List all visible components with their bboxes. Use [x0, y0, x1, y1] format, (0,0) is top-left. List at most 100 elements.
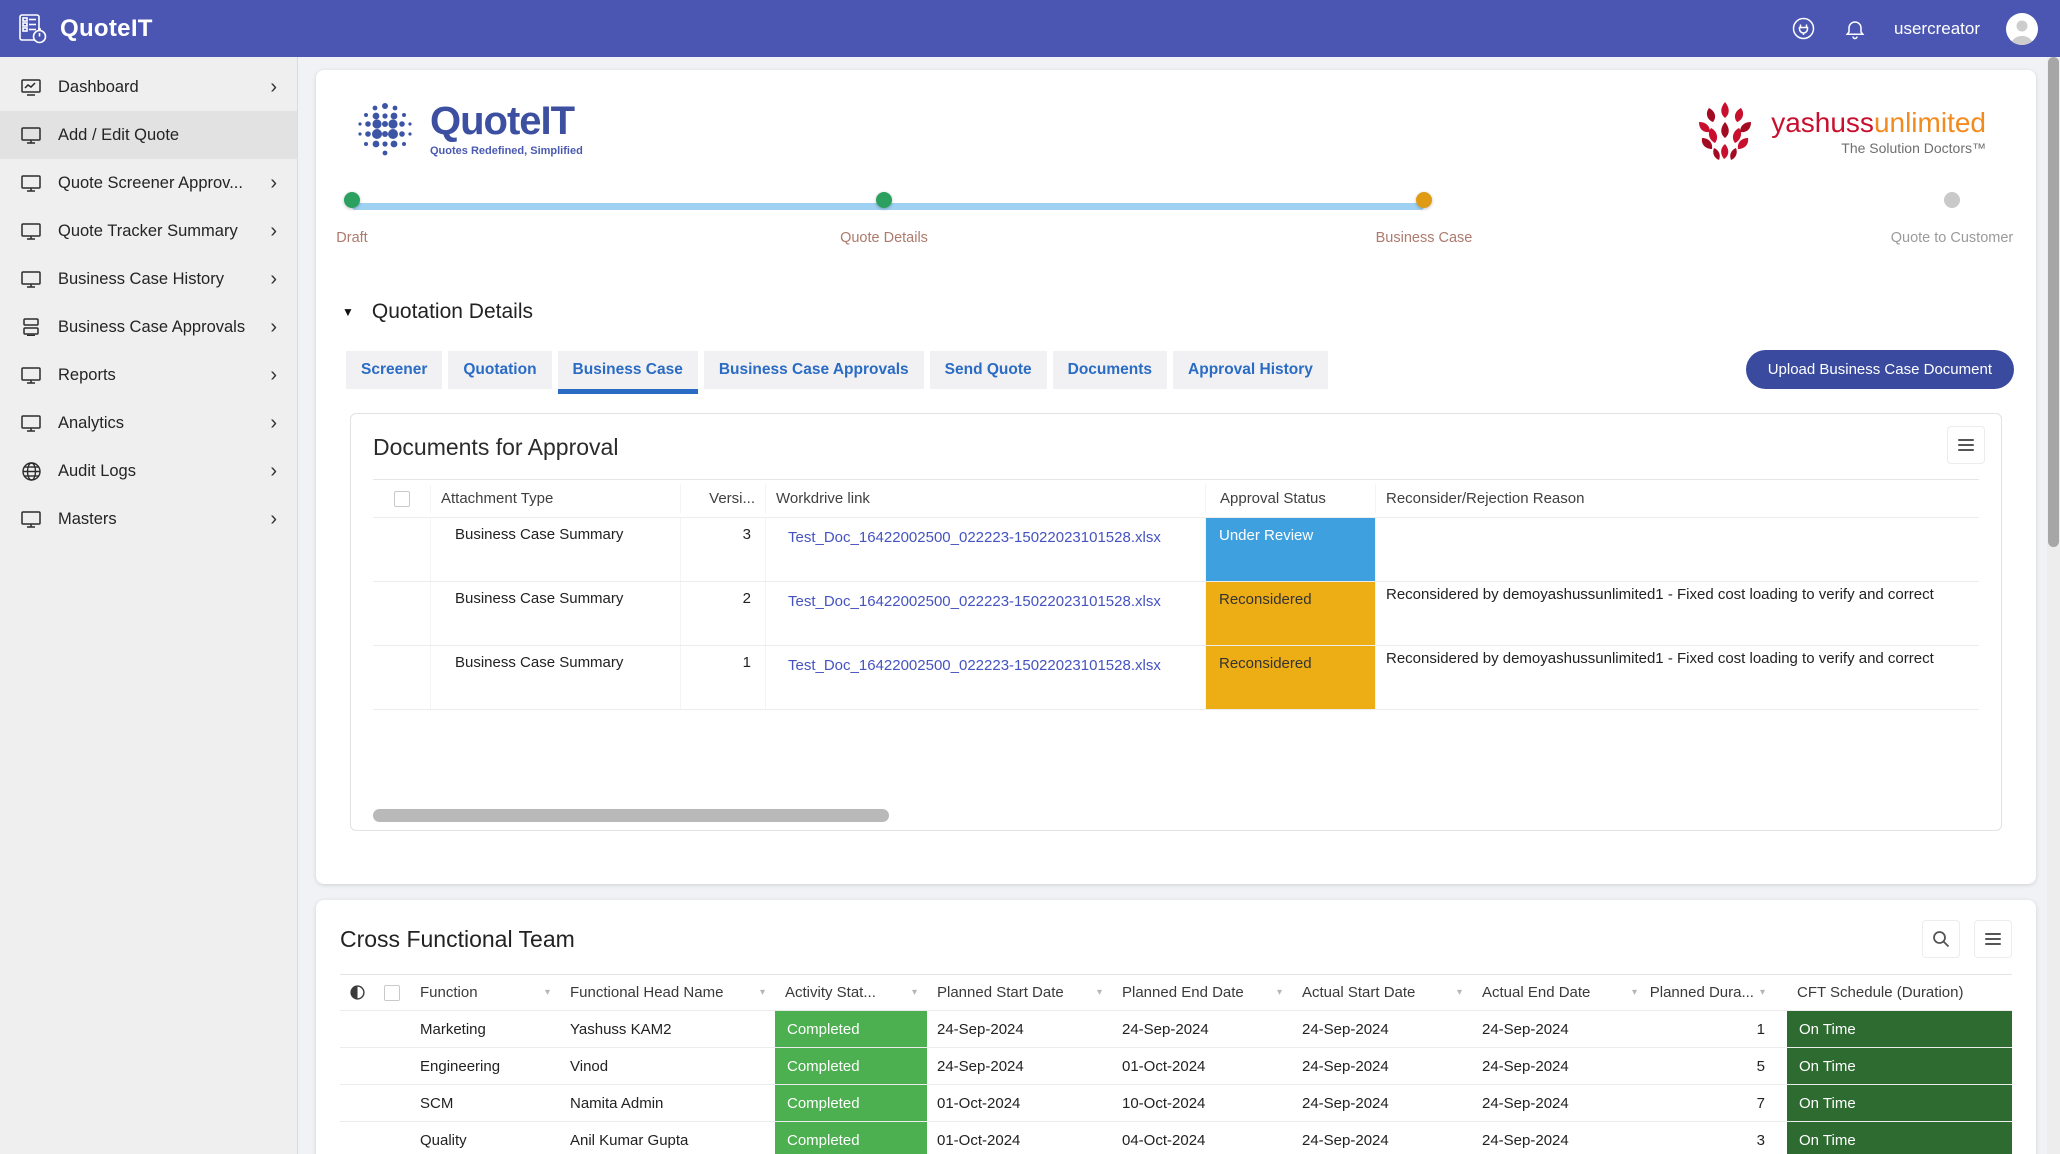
- tabs-row: Screener Quotation Business Case Busines…: [346, 350, 2016, 394]
- sidebar-item-quote-screener-approvals[interactable]: Quote Screener Approv... ›: [0, 159, 297, 207]
- tab-business-case-approvals[interactable]: Business Case Approvals: [703, 350, 924, 389]
- tab-screener[interactable]: Screener: [346, 350, 443, 389]
- sidebar-item-analytics[interactable]: Analytics ›: [0, 399, 297, 447]
- col-actual-end-date[interactable]: Actual End Date ▾: [1472, 975, 1647, 1010]
- row-select-cell: [374, 1011, 410, 1047]
- page-scrollbar-thumb[interactable]: [2048, 57, 2059, 547]
- sort-caret-icon[interactable]: ▾: [544, 987, 550, 998]
- chevron-right-icon: ›: [270, 316, 277, 338]
- chevron-right-icon: ›: [270, 460, 277, 482]
- sort-caret-icon[interactable]: ▾: [1759, 987, 1765, 998]
- actual-start-cell: 24-Sep-2024: [1302, 1057, 1389, 1075]
- col-planned-duration[interactable]: Planned Dura... ▾: [1647, 975, 1787, 1010]
- planned-start-cell: 24-Sep-2024: [937, 1057, 1024, 1075]
- tab-documents[interactable]: Documents: [1052, 350, 1168, 389]
- monitor-icon: [20, 222, 42, 240]
- quoteit-dots-icon: [352, 96, 418, 162]
- reason-cell: Reconsidered by demoyashussunlimited1 - …: [1386, 650, 1934, 667]
- function-cell: Quality: [420, 1131, 467, 1149]
- sidebar-item-label: Business Case History: [58, 269, 224, 288]
- partner-logo-name: yashussunlimited: [1771, 107, 1986, 139]
- col-functional-head-name[interactable]: Functional Head Name ▾: [560, 975, 775, 1010]
- step-dot: [344, 192, 360, 208]
- sidebar-item-quote-tracker-summary[interactable]: Quote Tracker Summary ›: [0, 207, 297, 255]
- sidebar-item-label: Business Case Approvals: [58, 317, 246, 336]
- hamburger-icon: [1985, 933, 2001, 945]
- horizontal-scrollbar: [373, 809, 1979, 822]
- chevron-right-icon: ›: [270, 412, 277, 434]
- sidebar-item-masters[interactable]: Masters ›: [0, 495, 297, 543]
- tab-quotation[interactable]: Quotation: [448, 350, 552, 389]
- sort-caret-icon[interactable]: ▾: [1456, 987, 1462, 998]
- col-activity-status[interactable]: Activity Stat... ▾: [775, 975, 927, 1010]
- activity-status-badge: Completed: [775, 1122, 927, 1154]
- sidebar-item-add-edit-quote[interactable]: Add / Edit Quote: [0, 111, 297, 159]
- horizontal-scrollbar-thumb[interactable]: [373, 809, 889, 822]
- workdrive-link[interactable]: Test_Doc_16422002500_022223-150220231015…: [788, 657, 1161, 674]
- col-planned-end-date[interactable]: Planned End Date ▾: [1112, 975, 1292, 1010]
- avatar[interactable]: [2006, 12, 2038, 45]
- app-brand[interactable]: QuoteIT: [0, 13, 298, 45]
- tab-send-quote[interactable]: Send Quote: [929, 350, 1047, 389]
- sidebar-item-audit-logs[interactable]: Audit Logs ›: [0, 447, 297, 495]
- notifications-bell-icon[interactable]: [1842, 16, 1868, 42]
- version-cell: 2: [681, 582, 766, 645]
- sort-caret-icon[interactable]: ▾: [1276, 987, 1282, 998]
- workdrive-link[interactable]: Test_Doc_16422002500_022223-150220231015…: [788, 529, 1161, 546]
- select-all-checkbox[interactable]: [384, 984, 400, 1001]
- username-label[interactable]: usercreator: [1894, 18, 1980, 38]
- col-function[interactable]: Function ▾: [410, 975, 560, 1010]
- tab-business-case[interactable]: Business Case: [557, 350, 699, 394]
- workdrive-link[interactable]: Test_Doc_16422002500_022223-150220231015…: [788, 593, 1161, 610]
- cft-menu-button[interactable]: [1974, 920, 2012, 958]
- col-actual-start-date[interactable]: Actual Start Date ▾: [1292, 975, 1472, 1010]
- visibility-eye-icon[interactable]: [349, 985, 365, 1000]
- tab-approval-history[interactable]: Approval History: [1173, 350, 1328, 389]
- docs-menu-button[interactable]: [1947, 426, 1985, 464]
- col-label: Actual End Date: [1482, 984, 1591, 1001]
- cft-actions: [1922, 920, 2012, 958]
- sort-caret-icon[interactable]: ▾: [759, 987, 765, 998]
- support-icon[interactable]: [1790, 16, 1816, 42]
- cft-search-button[interactable]: [1922, 920, 1960, 958]
- row-eye-cell: [340, 1122, 374, 1154]
- sidebar-item-business-case-history[interactable]: Business Case History ›: [0, 255, 297, 303]
- sort-caret-icon[interactable]: ▾: [911, 987, 917, 998]
- monitor-icon: [20, 414, 42, 432]
- globe-icon: [20, 461, 42, 481]
- monitor-icon: [20, 270, 42, 288]
- col-label: Planned Start Date: [937, 984, 1064, 1001]
- col-label: Function: [420, 984, 478, 1001]
- sort-caret-icon[interactable]: ▾: [1631, 987, 1637, 998]
- row-eye-cell: [340, 1048, 374, 1084]
- chevron-right-icon: ›: [270, 172, 277, 194]
- reason-cell: Reconsidered by demoyashussunlimited1 - …: [1386, 586, 1934, 603]
- sidebar-item-dashboard[interactable]: Dashboard ›: [0, 63, 297, 111]
- schedule-badge: On Time: [1787, 1122, 2012, 1154]
- cft-table: Function ▾ Functional Head Name ▾ Activity…: [340, 974, 2012, 1154]
- attachment-type-cell: Business Case Summary: [431, 582, 681, 645]
- activity-status-badge: Completed: [775, 1048, 927, 1084]
- col-planned-start-date[interactable]: Planned Start Date ▾: [927, 975, 1112, 1010]
- select-all-checkbox[interactable]: [393, 490, 410, 507]
- col-label: Planned End Date: [1122, 984, 1244, 1001]
- hamburger-icon: [1958, 439, 1974, 451]
- planned-end-cell: 04-Oct-2024: [1122, 1131, 1206, 1149]
- version-cell: 1: [681, 646, 766, 709]
- yashuss-globe-icon: [1689, 96, 1761, 168]
- actual-end-cell: 24-Sep-2024: [1482, 1094, 1569, 1112]
- sort-caret-icon[interactable]: ▾: [1096, 987, 1102, 998]
- table-row: Marketing Yashuss KAM2 Completed 24-Sep-…: [340, 1011, 2012, 1048]
- sidebar-item-business-case-approvals[interactable]: Business Case Approvals ›: [0, 303, 297, 351]
- upload-business-case-document-button[interactable]: Upload Business Case Document: [1745, 350, 2014, 389]
- schedule-badge: On Time: [1787, 1048, 2012, 1084]
- partner-logo-tagline: The Solution Doctors™: [1841, 140, 1986, 157]
- reason-cell: [1376, 518, 1979, 581]
- sidebar-item-reports[interactable]: Reports ›: [0, 351, 297, 399]
- chevron-right-icon: ›: [270, 508, 277, 530]
- collapse-triangle-icon[interactable]: ▼: [342, 305, 354, 319]
- col-attachment-type: Attachment Type: [431, 484, 681, 513]
- quoteit-logo-tagline: Quotes Redefined, Simplified: [430, 145, 583, 157]
- monitor-icon: [20, 366, 42, 384]
- col-label: Actual Start Date: [1302, 984, 1416, 1001]
